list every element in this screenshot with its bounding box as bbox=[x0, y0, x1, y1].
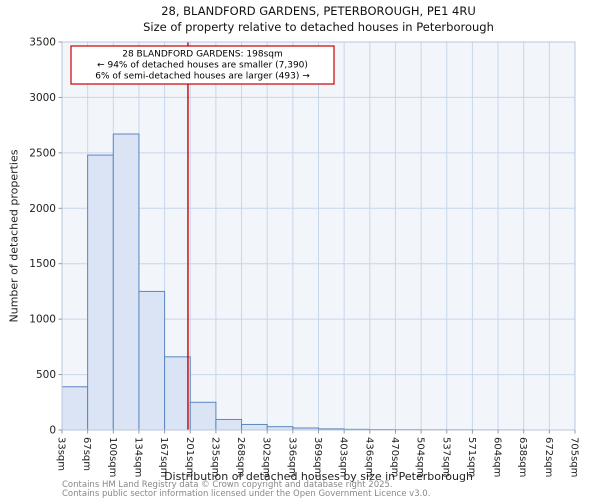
x-tick-label: 100sqm bbox=[107, 437, 118, 477]
x-tick-label: 504sqm bbox=[415, 437, 426, 477]
annotation-box bbox=[70, 45, 335, 85]
histogram-bar bbox=[164, 356, 191, 431]
y-tick-label: 0 bbox=[49, 425, 56, 437]
y-tick-label: 1000 bbox=[29, 314, 56, 326]
histogram-bar bbox=[138, 290, 166, 431]
histogram-bar bbox=[241, 423, 268, 431]
histogram-bar bbox=[87, 154, 114, 431]
x-tick-label: 336sqm bbox=[286, 437, 297, 477]
histogram-bar bbox=[189, 401, 217, 431]
annotation-line: ← 94% of detached houses are smaller (7,… bbox=[97, 61, 308, 71]
x-tick-label: 672sqm bbox=[543, 437, 554, 477]
annotation-line: 28 BLANDFORD GARDENS: 198sqm bbox=[122, 50, 283, 60]
x-tick-label: 638sqm bbox=[517, 437, 528, 477]
x-tick-label: 302sqm bbox=[261, 437, 272, 477]
x-tick-label: 403sqm bbox=[338, 437, 349, 477]
x-tick-label: 268sqm bbox=[235, 437, 246, 477]
x-tick-label: 571sqm bbox=[466, 437, 477, 477]
y-tick-label: 2500 bbox=[29, 147, 56, 159]
annotation-line: 6% of semi-detached houses are larger (4… bbox=[95, 72, 310, 82]
histogram-bar bbox=[61, 386, 89, 431]
x-tick-label: 705sqm bbox=[569, 437, 580, 477]
y-tick-label: 500 bbox=[36, 369, 56, 381]
chart-title: 28, BLANDFORD GARDENS, PETERBOROUGH, PE1… bbox=[161, 4, 476, 18]
y-tick-label: 2000 bbox=[29, 203, 56, 215]
x-tick-label: 436sqm bbox=[363, 437, 374, 477]
x-tick-label: 67sqm bbox=[81, 437, 92, 471]
x-tick-label: 470sqm bbox=[389, 437, 400, 477]
x-tick-label: 604sqm bbox=[492, 437, 503, 477]
x-tick-label: 201sqm bbox=[184, 437, 195, 477]
histogram-bar bbox=[112, 133, 140, 431]
footer-attribution-2: Contains public sector information licen… bbox=[62, 489, 431, 499]
x-tick-label: 134sqm bbox=[132, 437, 143, 477]
x-axis-label: Distribution of detached houses by size … bbox=[164, 470, 473, 483]
histogram-bar bbox=[215, 418, 243, 431]
x-tick-label: 235sqm bbox=[209, 437, 220, 477]
y-tick-label: 1500 bbox=[29, 258, 56, 270]
footer-attribution-1: Contains HM Land Registry data © Crown c… bbox=[62, 480, 393, 490]
y-tick-label: 3500 bbox=[29, 37, 56, 49]
x-tick-label: 167sqm bbox=[158, 437, 169, 477]
y-tick-label: 3000 bbox=[29, 92, 56, 104]
x-tick-label: 369sqm bbox=[312, 437, 323, 477]
x-tick-label: 537sqm bbox=[440, 437, 451, 477]
x-tick-label: 33sqm bbox=[56, 437, 67, 471]
chart-subtitle: Size of property relative to detached ho… bbox=[143, 20, 494, 34]
